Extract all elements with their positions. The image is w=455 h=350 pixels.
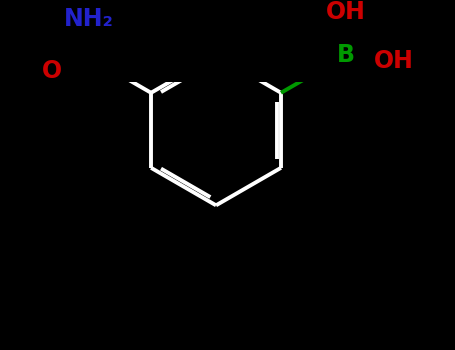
Text: NH₂: NH₂ <box>64 7 114 31</box>
Text: B: B <box>337 43 355 67</box>
Text: OH: OH <box>374 49 414 73</box>
Text: OH: OH <box>326 0 366 25</box>
Text: O: O <box>41 60 61 83</box>
